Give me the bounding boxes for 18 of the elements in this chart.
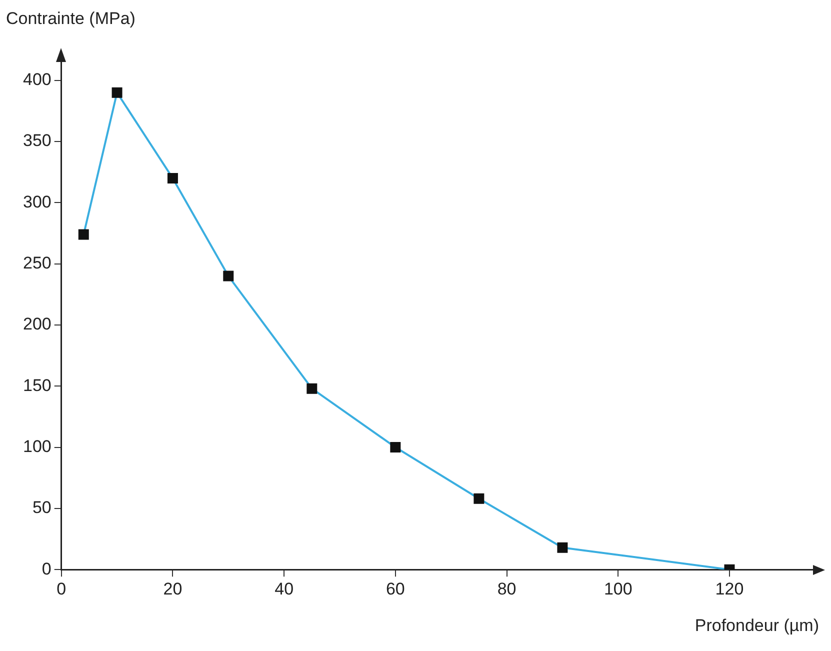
x-tick-label: 80: [497, 579, 516, 598]
y-tick-label: 50: [32, 498, 52, 518]
x-tick-label: 0: [56, 579, 66, 598]
x-axis-title: Profondeur (µm): [694, 616, 819, 635]
x-tick-label: 40: [274, 579, 294, 598]
y-axis-title: Contrainte (MPa): [6, 9, 136, 28]
x-tick-label: 60: [386, 579, 405, 598]
y-tick-label: 250: [22, 254, 52, 273]
y-tick-label: 300: [22, 192, 52, 212]
y-tick-label: 200: [22, 314, 52, 334]
x-tick-label: 120: [715, 579, 744, 598]
y-tick-label: 400: [22, 70, 52, 90]
y-tick-label: 0: [42, 559, 52, 578]
y-tick-label: 100: [22, 436, 52, 456]
y-tick-label: 150: [22, 376, 52, 395]
x-tick-label: 20: [163, 579, 182, 598]
x-tick-label: 100: [604, 579, 632, 598]
y-tick-label: 350: [22, 131, 52, 150]
